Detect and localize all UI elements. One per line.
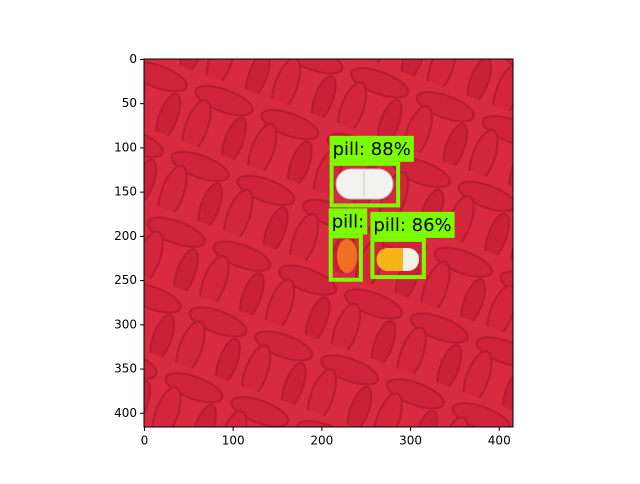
y-tick-label: 250 [114,273,137,287]
y-tick-label: 400 [114,406,137,420]
x-tick-label: 200 [310,434,333,448]
y-tick-label: 100 [114,140,137,154]
detection-label: pill: [332,211,365,232]
x-tick-label: 400 [488,434,511,448]
x-tick-label: 100 [222,434,245,448]
detection-box [370,237,426,280]
axes-frame [143,58,514,428]
y-tick-label: 350 [114,362,137,376]
detection-box [329,161,401,208]
label-background [329,135,414,162]
detection-box [328,234,363,282]
y-tick-label: 50 [122,96,137,110]
x-tick-label: 0 [141,434,149,448]
y-tick-label: 300 [114,317,137,331]
x-tick-label: 300 [399,434,422,448]
photo [144,59,513,427]
y-tick-label: 200 [114,229,137,243]
detection-label: pill: 86% [373,215,451,236]
detection-label: pill: 88% [333,139,411,160]
label-background [328,208,368,235]
y-tick-label: 0 [129,52,137,66]
y-tick-label: 150 [114,185,137,199]
label-background [370,211,455,238]
